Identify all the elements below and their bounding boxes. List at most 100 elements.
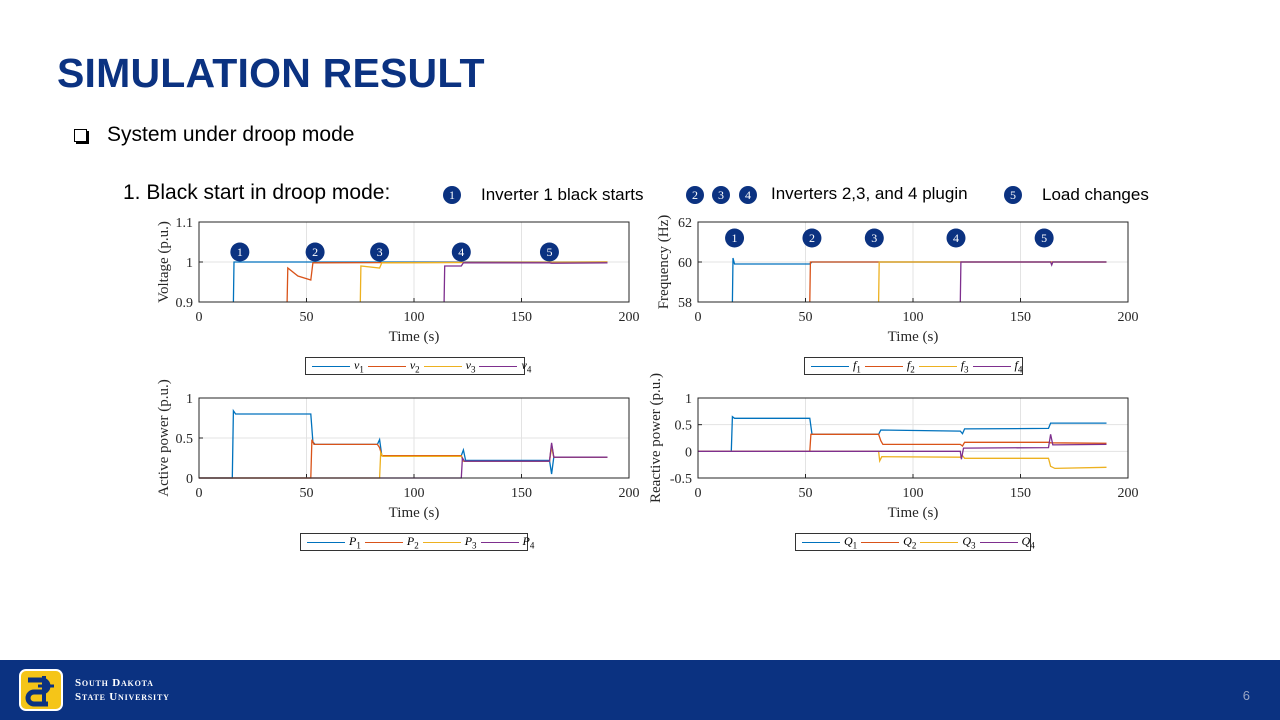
- legend-label: f3: [960, 357, 969, 375]
- x-axis-label: Time (s): [389, 329, 440, 345]
- university-line-1: South Dakota: [75, 677, 154, 689]
- x-axis-label: Time (s): [888, 505, 939, 521]
- legend-item-reactive-3: Q3: [920, 533, 976, 551]
- x-tick-label: 150: [1010, 310, 1031, 325]
- axes-frame: [697, 221, 1129, 303]
- x-tick-label: 0: [695, 310, 702, 325]
- legend-label: f2: [906, 357, 915, 375]
- marker-badge-3: 3: [864, 228, 884, 248]
- legend-text-1: Inverter 1 black starts: [481, 185, 644, 204]
- marker-label: 4: [953, 231, 959, 245]
- y-tick-label: 1: [186, 392, 193, 407]
- y-tick-label: 0.5: [176, 432, 194, 447]
- marker-label: 4: [458, 245, 464, 259]
- y-tick-label: -0.5: [670, 472, 692, 487]
- legend-label: Q1: [844, 533, 858, 551]
- legend-text-2: Inverters 2,3, and 4 plugin: [771, 184, 968, 203]
- y-tick-label: 62: [678, 216, 692, 231]
- legend-label: P4: [522, 533, 535, 551]
- legend-swatch: [972, 365, 1011, 367]
- legend-swatch: [802, 541, 840, 543]
- legend-badge-5: 5: [1004, 186, 1022, 204]
- legend-voltage: v1 v2 v3 v4: [305, 357, 531, 375]
- legend-label: P1: [349, 533, 361, 551]
- legend-item-frequency-1: f1: [811, 358, 861, 374]
- x-tick-label: 50: [799, 486, 813, 501]
- legend-label: v3: [465, 357, 476, 375]
- x-tick-label: 50: [300, 310, 314, 325]
- marker-label: 2: [809, 231, 815, 245]
- y-tick-label: 0.5: [675, 419, 693, 434]
- marker-badge-1: 1: [725, 228, 745, 248]
- legend-item-voltage-4: v4: [479, 358, 531, 374]
- legend-label: Q3: [962, 533, 976, 551]
- subheading: 1. Black start in droop mode:: [123, 181, 391, 204]
- legend-swatch: [423, 365, 462, 367]
- slide-title: SIMULATION RESULT: [57, 50, 485, 96]
- page-number: 6: [1242, 688, 1250, 703]
- y-tick-label: 1.1: [176, 216, 194, 231]
- legend-swatch: [367, 365, 406, 367]
- legend-item-frequency-2: f2: [864, 357, 915, 375]
- bullet-text: System under droop mode: [107, 123, 355, 146]
- bullet-item: System under droop mode: [74, 123, 354, 147]
- chart-frequency: 0 50 100 150 200 58 60 62 Time (s) Frequency (Hz)…: [656, 215, 1139, 345]
- legend-badge-1: 1: [443, 186, 461, 204]
- marker-badge-4: 4: [946, 228, 966, 248]
- sdsu-logo-icon: [19, 669, 63, 711]
- marker-badge-3: 3: [370, 242, 390, 262]
- x-tick-label: 50: [300, 486, 314, 501]
- footer-bar: [0, 660, 1280, 720]
- x-tick-label: 150: [511, 486, 532, 501]
- marker-label: 5: [1041, 231, 1047, 245]
- legend-swatch: [861, 541, 900, 543]
- x-tick-label: 200: [1118, 486, 1139, 501]
- legend-item-active-1: P1: [307, 534, 361, 550]
- legend-item-active-2: P2: [364, 534, 419, 550]
- marker-label: 1: [732, 231, 738, 245]
- y-tick-label: 0.9: [176, 296, 194, 311]
- axes-frame: [198, 397, 630, 479]
- y-tick-label: 0: [685, 445, 692, 460]
- legend-badge-2: 2: [686, 186, 704, 204]
- legend-item-frequency-4: f4: [972, 358, 1022, 374]
- series-line-P1: [199, 408, 608, 479]
- x-tick-label: 100: [903, 310, 924, 325]
- chart-voltage: 0 50 100 150 200 0.9 1 1.1 Time (s) Voltage (p.u.…: [156, 216, 640, 345]
- x-tick-label: 0: [695, 486, 702, 501]
- x-tick-label: 100: [903, 486, 924, 501]
- legend-label: P3: [464, 533, 477, 551]
- axes-frame: [198, 221, 630, 303]
- legend-label: Q2: [903, 533, 917, 551]
- marker-badge-4: 4: [451, 242, 471, 262]
- legend-item-active-4: P4: [480, 533, 535, 551]
- legend-active: P1 P2 P3 P4: [300, 533, 534, 551]
- marker-badge-2: 2: [802, 228, 822, 248]
- y-tick-label: 1: [685, 392, 692, 407]
- legend-reactive: Q1 Q2 Q3 Q4: [795, 533, 1035, 551]
- x-tick-label: 150: [1010, 486, 1031, 501]
- legend-swatch: [364, 541, 403, 543]
- y-tick-label: 1: [186, 256, 193, 271]
- legend-item-active-3: P3: [422, 533, 477, 551]
- legend-swatch: [307, 541, 345, 543]
- x-tick-label: 200: [1118, 310, 1139, 325]
- legend-swatch: [920, 541, 959, 543]
- marker-badge-5: 5: [539, 242, 559, 262]
- x-axis-label: Time (s): [888, 329, 939, 345]
- legend-item-reactive-4: Q4: [979, 534, 1035, 550]
- x-tick-label: 100: [404, 486, 425, 501]
- y-tick-label: 58: [678, 296, 692, 311]
- marker-label: 2: [312, 245, 318, 259]
- y-tick-label: 60: [678, 256, 692, 271]
- legend-swatch: [864, 365, 903, 367]
- legend-swatch: [422, 541, 461, 543]
- legend-text-3: Load changes: [1042, 185, 1149, 204]
- x-axis-label: Time (s): [389, 505, 440, 521]
- x-tick-label: 200: [619, 486, 640, 501]
- y-axis-label: Active power (p.u.): [156, 379, 172, 496]
- x-tick-label: 50: [799, 310, 813, 325]
- legend-frequency: f1 f2 f3 f4: [804, 357, 1023, 375]
